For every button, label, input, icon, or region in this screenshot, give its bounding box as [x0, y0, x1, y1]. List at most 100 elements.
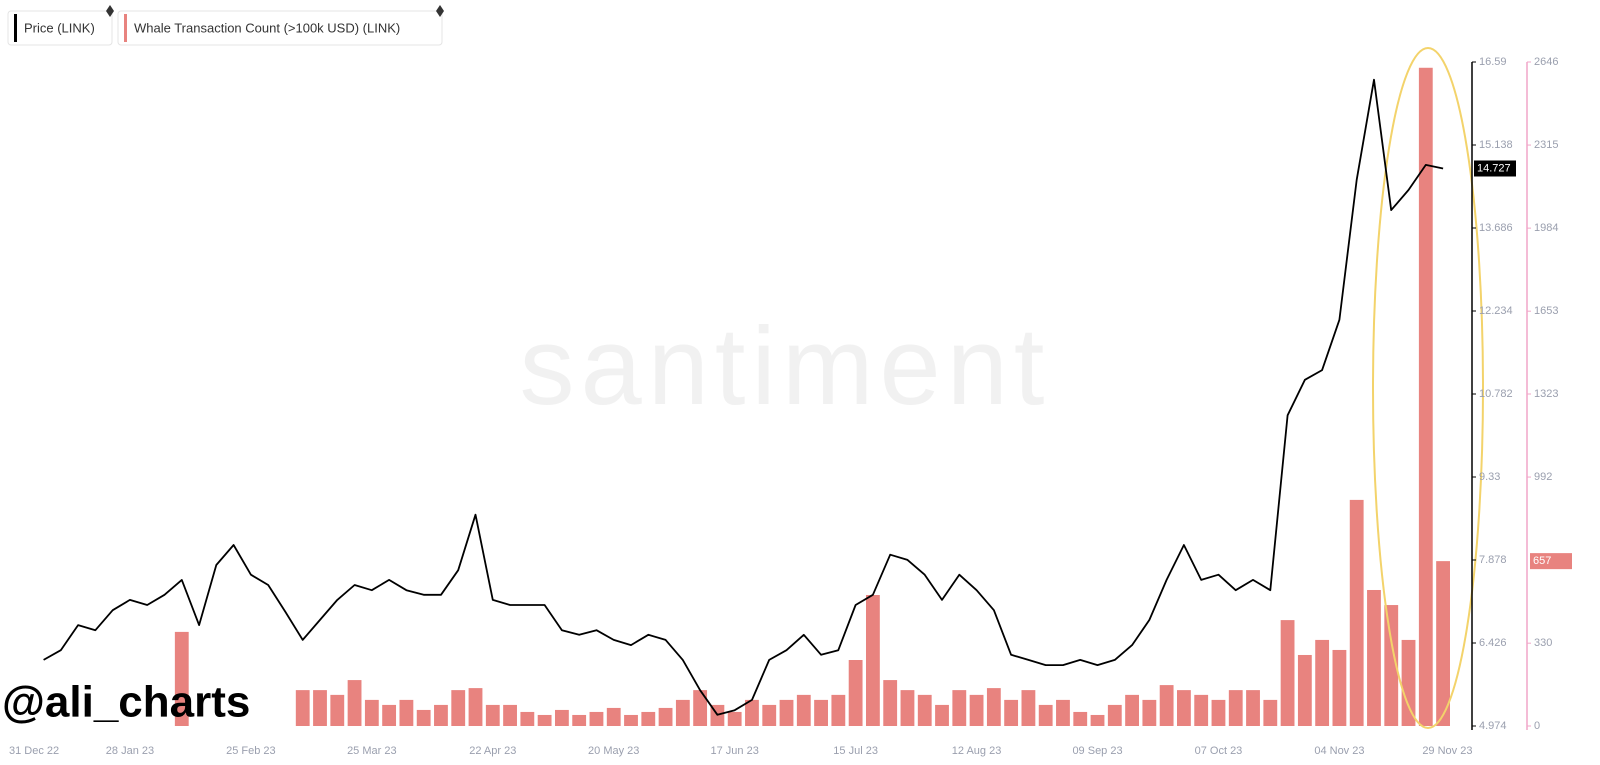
bar — [1021, 690, 1036, 726]
watermark: santiment — [520, 305, 1051, 428]
y-tick-label: 9.33 — [1479, 471, 1500, 483]
bar — [520, 711, 535, 726]
last-value-label: 14.727 — [1477, 162, 1511, 174]
y-tick-label: 7.878 — [1479, 554, 1507, 566]
bar — [1228, 690, 1243, 726]
bar — [952, 690, 967, 726]
bar — [675, 699, 690, 726]
price-line — [43, 78, 1444, 716]
x-tick-label: 22 Apr 23 — [469, 745, 516, 757]
y2-tick-label: 1323 — [1534, 388, 1558, 400]
bar — [1073, 711, 1088, 726]
bar — [382, 704, 397, 726]
y-tick-label: 10.782 — [1479, 388, 1513, 400]
y-tick-label: 6.426 — [1479, 637, 1507, 649]
bar — [1004, 699, 1019, 726]
y-tick-label: 12.234 — [1479, 305, 1513, 317]
bar — [1384, 605, 1399, 726]
x-tick-label: 25 Mar 23 — [347, 745, 397, 757]
bar — [1177, 690, 1191, 726]
bar — [1142, 699, 1157, 726]
x-tick-label: 04 Nov 23 — [1314, 745, 1364, 757]
bar — [1315, 639, 1330, 726]
y2-tick-label: 2646 — [1534, 56, 1558, 68]
legend-icon — [106, 5, 114, 17]
y2-tick-label: 992 — [1534, 471, 1552, 483]
y-tick-label: 15.138 — [1479, 139, 1513, 151]
bar — [1436, 561, 1450, 726]
x-tick-label: 31 Dec 22 — [9, 745, 59, 757]
bar — [295, 690, 310, 726]
bar — [1159, 685, 1174, 726]
bar — [762, 704, 777, 726]
bar — [1107, 704, 1122, 726]
bar — [399, 699, 414, 726]
bar — [1125, 694, 1139, 726]
bar — [468, 688, 483, 726]
y-tick-label: 16.59 — [1479, 56, 1507, 68]
last-value-box — [1474, 160, 1516, 177]
bar — [485, 704, 500, 726]
legend-swatch — [14, 14, 17, 42]
x-tick-label: 12 Aug 23 — [952, 745, 1002, 757]
bar — [1038, 704, 1053, 726]
y-tick-label: 13.686 — [1479, 222, 1513, 234]
bar — [174, 631, 189, 726]
bar — [986, 688, 1001, 726]
y2-tick-label: 330 — [1534, 637, 1552, 649]
bar — [1194, 694, 1209, 726]
legend-box[interactable] — [7, 10, 113, 46]
bar — [796, 694, 811, 726]
x-tick-label: 17 Jun 23 — [711, 745, 759, 757]
legend-label: Price (LINK) — [24, 20, 95, 35]
bar — [641, 711, 656, 726]
bar — [831, 694, 846, 726]
y2-tick-label: 1653 — [1534, 305, 1558, 317]
bar — [1280, 620, 1295, 726]
bar — [935, 704, 949, 726]
last-value-box — [1530, 553, 1572, 570]
bar — [606, 707, 621, 726]
bar — [434, 704, 448, 726]
bar — [900, 690, 915, 726]
bar — [364, 699, 379, 726]
bar — [1246, 690, 1260, 726]
bar — [779, 699, 794, 726]
bar — [313, 690, 327, 726]
bar — [416, 709, 431, 726]
bar — [745, 699, 759, 726]
bar — [1090, 714, 1105, 726]
y2-tick-label: 1984 — [1534, 222, 1558, 234]
bar — [1349, 499, 1364, 726]
bar — [1263, 699, 1278, 726]
credit: @ali_charts — [2, 678, 250, 727]
bar — [883, 680, 898, 726]
bar — [1056, 699, 1070, 726]
bar — [554, 709, 569, 726]
bar — [917, 694, 932, 726]
bar — [1332, 649, 1347, 726]
bar — [451, 690, 466, 726]
x-tick-label: 15 Jul 23 — [833, 745, 878, 757]
bar — [624, 714, 638, 726]
bar — [347, 680, 362, 726]
legend-label: Whale Transaction Count (>100k USD) (LIN… — [134, 20, 400, 35]
last-value-label: 657 — [1533, 555, 1551, 567]
bar — [814, 699, 828, 726]
bar — [658, 707, 673, 726]
bar — [1401, 639, 1416, 726]
legend-icon — [436, 5, 444, 17]
y-tick-label: 4.974 — [1479, 720, 1507, 732]
legend-box[interactable] — [117, 10, 443, 46]
bar — [693, 690, 708, 726]
x-tick-label: 20 May 23 — [588, 745, 639, 757]
bar — [1297, 654, 1312, 726]
bar — [589, 711, 604, 726]
x-tick-label: 28 Jan 23 — [106, 745, 154, 757]
y2-tick-label: 2315 — [1534, 139, 1558, 151]
x-tick-label: 07 Oct 23 — [1195, 745, 1243, 757]
bar — [572, 714, 587, 726]
legend-swatch — [124, 14, 127, 42]
